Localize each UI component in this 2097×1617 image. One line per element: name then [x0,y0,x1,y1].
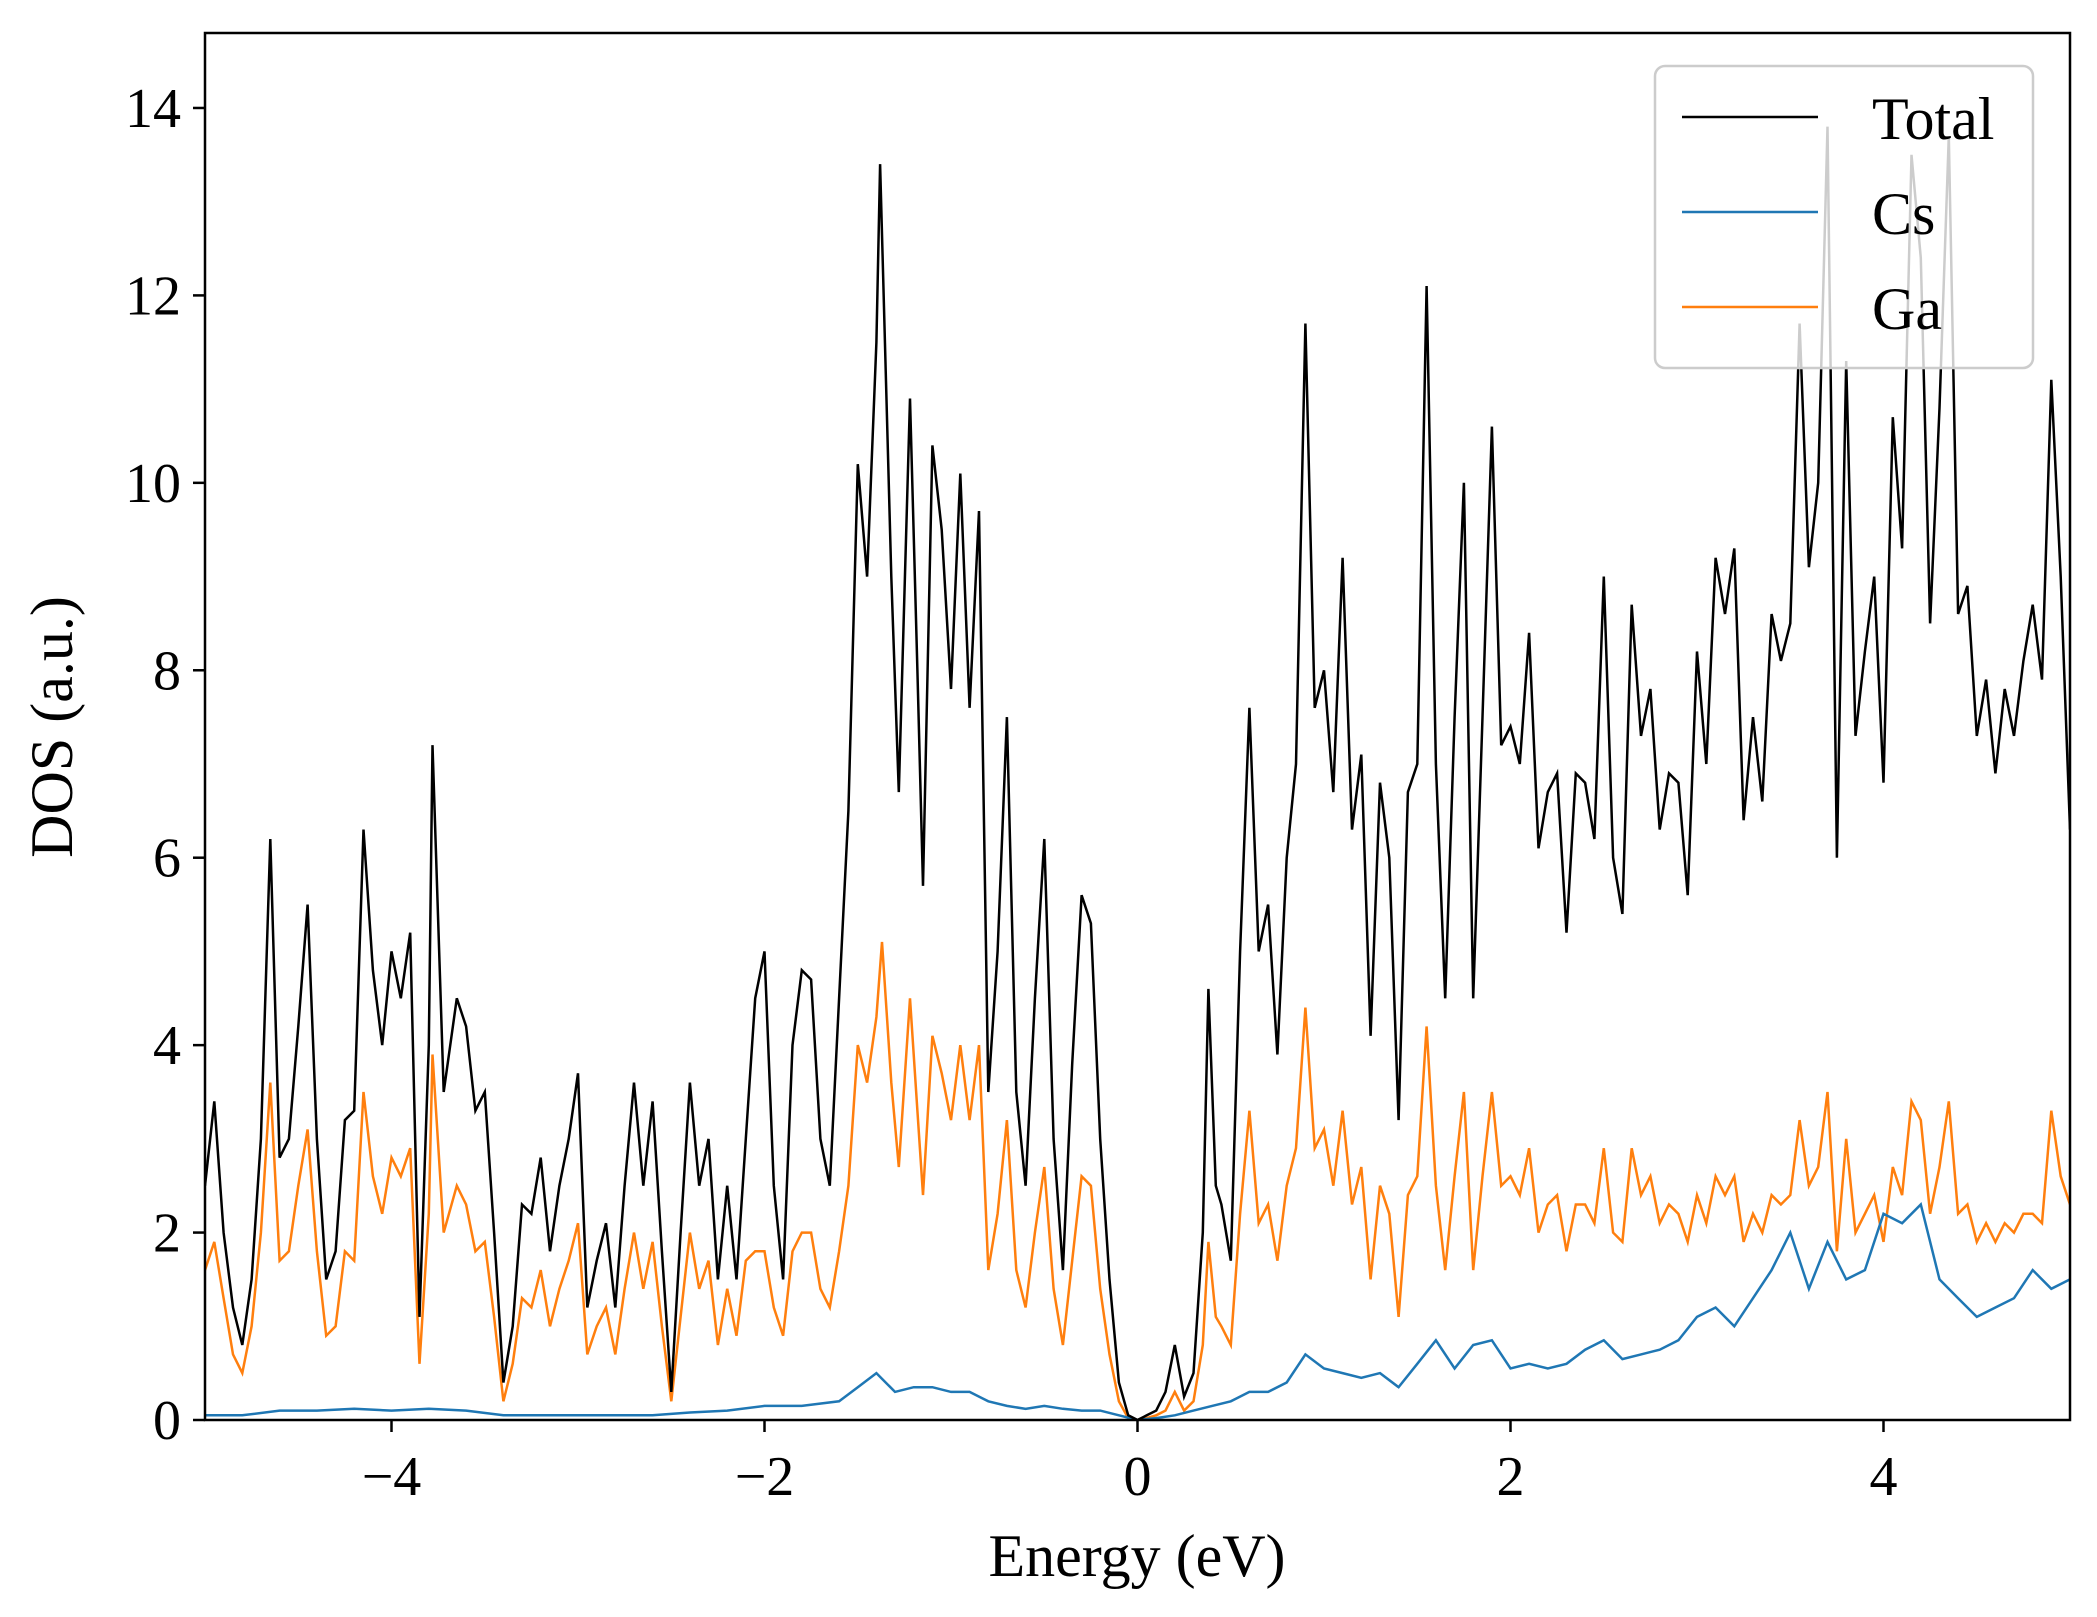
y-tick-label: 4 [153,1015,181,1077]
y-tick-label: 6 [153,828,181,890]
x-tick-label: 0 [1124,1446,1152,1508]
y-tick-label: 10 [125,453,181,515]
legend-box [1653,64,2035,370]
legend: Total Cs Ga [1653,64,2035,370]
y-tick-label: 12 [125,265,181,327]
y-axis: 0 2 4 6 8 10 12 14 [125,78,205,1452]
y-tick-label: 14 [125,78,181,140]
x-axis-title: Energy (eV) [988,1523,1285,1589]
x-tick-label: −2 [735,1446,795,1508]
series-cs-line [205,1202,2070,1420]
y-axis-title: DOS (a.u.) [19,596,85,858]
y-tick-label: 2 [153,1203,181,1265]
series-ga-line [205,941,2070,1420]
legend-label-ga: Ga [1872,276,1942,342]
x-tick-label: −4 [362,1446,422,1508]
x-tick-label: 4 [1870,1446,1898,1508]
x-axis: −4 −2 0 2 4 [362,1420,1898,1508]
legend-label-total: Total [1872,86,1994,152]
y-tick-label: 0 [153,1390,181,1452]
series-group [205,126,2070,1420]
series-total-line [205,126,2070,1420]
y-tick-label: 8 [153,640,181,702]
legend-label-cs: Cs [1872,181,1935,247]
x-tick-label: 2 [1497,1446,1525,1508]
